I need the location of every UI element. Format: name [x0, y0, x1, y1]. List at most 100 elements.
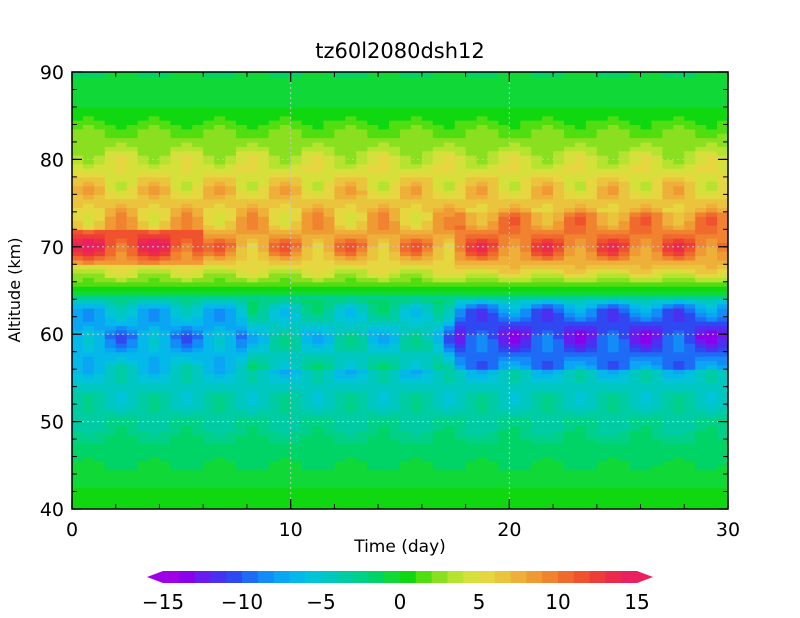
heatmap-cell [181, 172, 193, 178]
heatmap-cell [104, 290, 117, 296]
heatmap-cell [170, 277, 182, 283]
heatmap-cell [246, 312, 259, 318]
heatmap-cell [345, 281, 357, 287]
heatmap-cell [290, 286, 303, 292]
heatmap-cell [257, 146, 270, 152]
heatmap-cell [225, 329, 237, 335]
heatmap-cell [520, 216, 532, 222]
heatmap-cell [542, 281, 554, 287]
heatmap-cell [465, 417, 478, 423]
heatmap-cell [695, 238, 707, 244]
heatmap-cell [225, 238, 237, 244]
heatmap-cell [618, 474, 631, 480]
heatmap-cell [356, 404, 368, 410]
heatmap-cell [104, 277, 117, 283]
heatmap-cell [137, 364, 150, 370]
heatmap-cell [367, 456, 379, 462]
heatmap-cell [159, 395, 171, 401]
heatmap-cell [290, 430, 303, 436]
heatmap-cell [115, 443, 128, 449]
heatmap-cell [531, 312, 543, 318]
heatmap-cell [640, 478, 653, 484]
heatmap-cell [498, 211, 510, 217]
heatmap-cell [72, 377, 84, 383]
heatmap-cell [509, 224, 521, 230]
heatmap-cell [421, 146, 434, 152]
heatmap-cell [596, 338, 609, 344]
heatmap-cell [214, 198, 226, 204]
heatmap-cell [72, 281, 84, 287]
heatmap-cell [585, 299, 598, 305]
heatmap-cell [137, 159, 150, 165]
heatmap-cell [137, 395, 150, 401]
heatmap-cell [651, 360, 663, 366]
heatmap-cell [487, 460, 499, 466]
heatmap-cell [553, 430, 565, 436]
heatmap-cell [520, 425, 532, 431]
heatmap-cell [684, 364, 696, 370]
heatmap-cell [378, 233, 390, 239]
heatmap-cell [356, 495, 368, 501]
heatmap-cell [487, 168, 499, 174]
heatmap-cell [279, 220, 292, 226]
heatmap-cell [72, 224, 84, 230]
heatmap-cell [115, 338, 128, 344]
heatmap-cell [607, 434, 620, 440]
heatmap-cell [465, 316, 478, 322]
heatmap-cell [509, 386, 521, 392]
heatmap-cell [574, 369, 587, 375]
heatmap-cell [246, 273, 259, 278]
heatmap-cell [93, 342, 106, 348]
heatmap-cell [585, 238, 598, 244]
heatmap-cell [509, 207, 521, 213]
heatmap-cell [465, 404, 478, 410]
heatmap-cell [640, 347, 653, 353]
heatmap-cell [115, 447, 128, 453]
heatmap-cell [148, 478, 161, 484]
heatmap-cell [443, 382, 456, 388]
heatmap-cell [268, 290, 281, 296]
heatmap-cell [564, 395, 576, 401]
heatmap-cell [246, 321, 259, 327]
heatmap-cell [246, 395, 259, 401]
heatmap-cell [520, 264, 532, 270]
heatmap-cell [378, 360, 390, 366]
heatmap-cell [181, 399, 193, 405]
heatmap-cell [367, 373, 379, 379]
heatmap-cell [93, 386, 106, 392]
heatmap-cell [498, 360, 510, 366]
heatmap-cell [596, 198, 609, 204]
heatmap-cell [662, 469, 674, 475]
heatmap-cell [170, 377, 182, 383]
heatmap-cell [148, 299, 161, 305]
heatmap-cell [225, 207, 237, 213]
heatmap-cell [509, 334, 521, 340]
heatmap-cell [268, 312, 281, 318]
heatmap-cell [651, 474, 663, 480]
heatmap-cell [400, 452, 412, 458]
heatmap-cell [596, 421, 609, 427]
heatmap-cell [443, 395, 456, 401]
heatmap-cell [236, 273, 248, 278]
heatmap-cell [432, 491, 445, 497]
heatmap-cell [564, 452, 576, 458]
heatmap-cell [520, 181, 532, 187]
heatmap-cell [72, 316, 84, 322]
heatmap-cell [410, 198, 423, 204]
heatmap-cell [148, 395, 161, 401]
heatmap-cell [170, 146, 182, 152]
heatmap-cell [564, 220, 576, 226]
heatmap-cell [487, 491, 499, 497]
heatmap-cell [454, 233, 467, 239]
heatmap-cell [607, 369, 620, 375]
heatmap-cell [509, 220, 521, 226]
heatmap-cell [137, 286, 150, 292]
heatmap-cell [82, 273, 95, 278]
heatmap-cell [290, 150, 303, 156]
heatmap-cell [203, 220, 215, 226]
heatmap-cell [465, 229, 478, 235]
heatmap-cell [378, 155, 390, 160]
heatmap-cell [345, 312, 357, 318]
heatmap-cell [137, 329, 150, 335]
heatmap-cell [301, 242, 314, 248]
